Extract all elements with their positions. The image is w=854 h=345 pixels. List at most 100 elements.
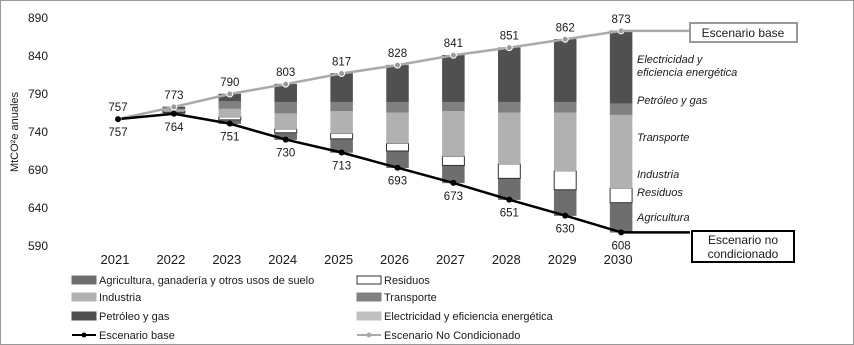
y-tick-label: 640 xyxy=(28,201,48,215)
segment-label-agricultura: Agricultura xyxy=(636,212,690,224)
bar-segment-industria xyxy=(218,108,242,118)
data-label-escenario-base: 828 xyxy=(388,48,407,60)
callout-text-nocond-line2: condicionado xyxy=(708,247,779,261)
point-escenario-base xyxy=(282,80,290,88)
bar-segment-residuos xyxy=(386,142,409,152)
data-label-escenario-no-condicionado: 608 xyxy=(612,240,631,252)
point-escenario-no-condicionado xyxy=(282,136,289,143)
data-label-escenario-base: 803 xyxy=(276,67,295,79)
legend-label: Escenario base xyxy=(99,330,175,342)
point-escenario-no-condicionado xyxy=(226,120,233,127)
bar-segment-petroleo xyxy=(442,54,465,102)
bar-segment-transporte xyxy=(330,101,353,111)
bar-segment-transporte xyxy=(274,101,297,114)
legend-swatch-petroleo xyxy=(71,311,97,321)
data-label-escenario-no-condicionado: 693 xyxy=(388,176,407,188)
bar-segment-transporte xyxy=(386,101,409,113)
segment-label-petroleo: Petróleo y gas xyxy=(637,95,708,107)
legend-swatch-residuos xyxy=(356,275,382,285)
data-label-escenario-base: 862 xyxy=(556,22,575,34)
point-escenario-base xyxy=(561,35,569,43)
x-tick-label: 2030 xyxy=(604,252,633,267)
bar-segment-agricultura xyxy=(553,189,577,216)
x-tick-label: 2024 xyxy=(268,252,297,267)
point-escenario-no-condicionado xyxy=(170,110,177,117)
point-escenario-base xyxy=(226,90,234,98)
data-label-escenario-base: 790 xyxy=(220,77,239,89)
data-label-escenario-no-condicionado: 730 xyxy=(276,148,295,160)
x-tick-label: 2028 xyxy=(492,252,521,267)
x-tick-label: 2027 xyxy=(436,252,465,267)
bar-segment-residuos xyxy=(441,155,465,166)
bar-segment-transporte xyxy=(498,101,521,113)
data-label-escenario-base: 841 xyxy=(444,38,463,50)
bar-segment-petroleo xyxy=(553,39,577,102)
data-label-escenario-no-condicionado: 764 xyxy=(164,122,184,134)
bar-segment-transporte xyxy=(218,100,242,109)
data-label-escenario-no-condicionado: 673 xyxy=(444,191,463,203)
data-label-escenario-base: 817 xyxy=(332,56,351,68)
point-escenario-no-condicionado xyxy=(115,116,121,123)
point-escenario-base xyxy=(170,103,178,111)
legend-label: Escenario No Condicionado xyxy=(384,330,520,342)
data-label-escenario-no-condicionado: 630 xyxy=(556,224,575,236)
bar-segment-residuos xyxy=(609,187,633,204)
callout-text-base: Escenario base xyxy=(702,26,785,40)
data-label-escenario-no-condicionado: 651 xyxy=(500,208,519,220)
bar-segment-residuos xyxy=(330,133,354,140)
point-escenario-base xyxy=(505,44,513,52)
bar-segment-petroleo xyxy=(330,73,353,102)
segment-label-industria: Industria xyxy=(637,169,679,181)
legend-label: Petróleo y gas xyxy=(99,311,170,323)
point-escenario-no-condicionado xyxy=(562,212,569,219)
callout-text-nocond-line1: Escenario no xyxy=(708,233,778,247)
bar-segment-agricultura xyxy=(609,202,633,233)
series-line-escenario-base xyxy=(117,29,622,121)
bar-segment-transporte xyxy=(553,101,577,113)
x-tick-label: 2026 xyxy=(380,252,409,267)
legend-label: Transporte xyxy=(384,292,437,304)
bar-segment-industria xyxy=(386,111,409,144)
x-tick-label: 2021 xyxy=(101,252,130,267)
bar-segment-residuos xyxy=(218,116,242,121)
y-tick-label: 890 xyxy=(28,11,48,25)
y-tick-label: 690 xyxy=(28,163,48,177)
bar-segment-transporte xyxy=(609,102,633,115)
legend-marker-6 xyxy=(81,332,87,338)
bar-segment-petroleo xyxy=(498,47,521,102)
legend-swatch-transporte xyxy=(356,292,382,302)
legend-swatch-industria xyxy=(71,292,97,302)
data-label-escenario-base: 851 xyxy=(500,31,519,43)
y-tick-label: 740 xyxy=(28,125,48,139)
bar-segment-residuos xyxy=(274,128,298,134)
segment-label-electricidad-line1: Electricidad y xyxy=(637,54,704,66)
bar-segment-industria xyxy=(330,110,353,134)
data-label-escenario-base: 873 xyxy=(612,14,631,26)
point-escenario-no-condicionado xyxy=(394,164,401,171)
bar-segment-transporte xyxy=(442,101,465,111)
callout-box-nocond xyxy=(691,230,795,263)
point-escenario-no-condicionado xyxy=(338,149,345,156)
legend-swatch-agricultura xyxy=(71,275,97,285)
bar-segment-industria xyxy=(498,111,521,165)
bar-segment-industria xyxy=(442,110,465,157)
data-label-escenario-no-condicionado: 757 xyxy=(108,127,127,139)
y-tick-label: 590 xyxy=(28,239,48,253)
legend-label: Residuos xyxy=(384,275,430,287)
bar-segment-residuos xyxy=(553,170,577,191)
legend-label: Agricultura, ganadería y otros usos de s… xyxy=(99,275,314,287)
x-tick-label: 2023 xyxy=(212,252,241,267)
bar-segment-industria xyxy=(553,111,577,172)
legend-marker-7 xyxy=(366,332,372,338)
x-tick-label: 2029 xyxy=(548,252,577,267)
legend-label: Industria xyxy=(99,292,142,304)
point-escenario-base xyxy=(338,69,346,77)
point-escenario-no-condicionado xyxy=(506,196,513,203)
callout-box-base xyxy=(689,22,798,43)
x-tick-label: 2022 xyxy=(156,252,185,267)
series-line-escenario-no-condicionado xyxy=(117,112,622,234)
point-escenario-no-condicionado xyxy=(450,179,457,186)
legend-label: Electricidad y eficiencia energética xyxy=(384,311,554,323)
